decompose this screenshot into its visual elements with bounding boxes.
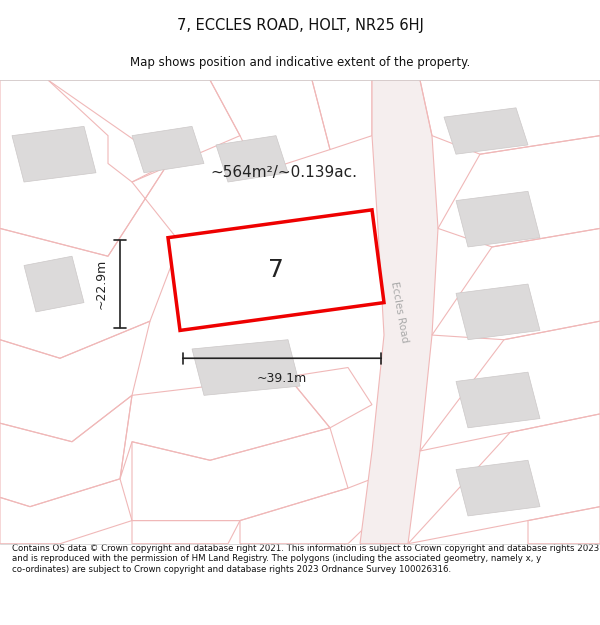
Polygon shape [456, 372, 540, 428]
Text: 7, ECCLES ROAD, HOLT, NR25 6HJ: 7, ECCLES ROAD, HOLT, NR25 6HJ [176, 18, 424, 32]
Text: ~22.9m: ~22.9m [95, 259, 108, 309]
Polygon shape [168, 210, 384, 331]
Text: 7: 7 [268, 258, 284, 282]
Polygon shape [228, 256, 312, 312]
Text: Contains OS data © Crown copyright and database right 2021. This information is : Contains OS data © Crown copyright and d… [12, 544, 599, 574]
Polygon shape [360, 80, 438, 544]
Polygon shape [132, 126, 204, 173]
Polygon shape [12, 126, 96, 182]
Text: Eccles Road: Eccles Road [389, 281, 409, 343]
Text: ~39.1m: ~39.1m [257, 372, 307, 385]
Polygon shape [444, 108, 528, 154]
Polygon shape [456, 284, 540, 340]
Polygon shape [216, 136, 288, 182]
Polygon shape [192, 340, 300, 396]
Polygon shape [24, 256, 84, 312]
Polygon shape [456, 191, 540, 247]
Polygon shape [456, 460, 540, 516]
Text: Map shows position and indicative extent of the property.: Map shows position and indicative extent… [130, 56, 470, 69]
Text: ~564m²/~0.139ac.: ~564m²/~0.139ac. [210, 165, 357, 180]
